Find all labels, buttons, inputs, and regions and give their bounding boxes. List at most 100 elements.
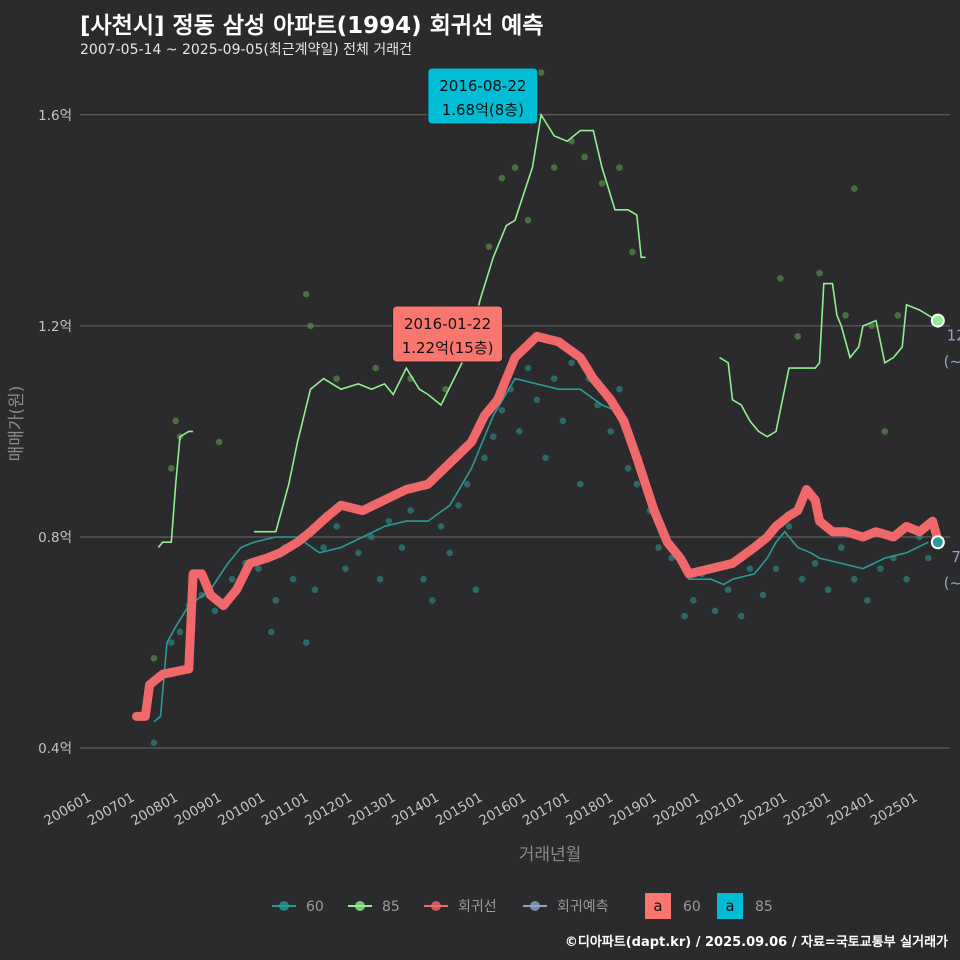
scatter-point-60	[524, 364, 532, 372]
scatter-point-60	[446, 549, 454, 557]
scatter-point-60	[150, 739, 158, 747]
scatter-point-60	[607, 428, 614, 435]
scatter-point-60	[302, 639, 310, 646]
scatter-point-85	[150, 655, 158, 662]
x-tick-label: 202401	[824, 790, 877, 830]
scatter-point-60	[811, 560, 819, 567]
scatter-point-85	[215, 438, 223, 446]
x-tick-label: 202001	[650, 790, 703, 830]
scatter-point-85	[629, 248, 636, 256]
series-line-85	[157, 430, 194, 549]
scatter-point-60	[724, 586, 732, 594]
scatter-point-60	[355, 549, 362, 557]
scatter-point-60	[429, 596, 436, 604]
legend-box-glyph: a	[725, 897, 734, 915]
scatter-point-85	[550, 164, 558, 171]
scatter-point-60	[681, 612, 688, 620]
callout-date: 2016-01-22	[404, 315, 491, 333]
end-marker-60	[930, 535, 945, 550]
scatter-point-85	[581, 153, 588, 161]
x-tick-label: 200901	[172, 790, 225, 830]
scatter-point-85	[537, 69, 545, 76]
scatter-point-60	[624, 465, 632, 472]
y-axis-title: 매매가(원)	[7, 386, 27, 462]
scatter-point-60	[690, 596, 697, 604]
legend-box-label: 85	[755, 899, 773, 915]
scatter-point-60	[498, 407, 506, 414]
legend-key-dot	[355, 901, 365, 911]
scatter-point-60	[798, 575, 806, 583]
legend-box-glyph: a	[653, 897, 662, 915]
scatter-point-60	[176, 628, 184, 636]
scatter-point-60	[255, 565, 262, 572]
scatter-point-60	[228, 575, 236, 583]
legend-key-dot	[530, 901, 540, 911]
scatter-point-85	[598, 180, 606, 187]
scatter-point-60	[385, 517, 393, 525]
x-tick-label: 202101	[694, 790, 747, 830]
scatter-point-60	[420, 575, 427, 583]
scatter-point-85	[881, 428, 889, 435]
scatter-point-85	[168, 465, 175, 472]
scatter-point-60	[272, 596, 280, 604]
x-tick-label: 201501	[433, 790, 486, 830]
scatter-point-60	[211, 607, 219, 615]
scatter-point-85	[172, 417, 179, 425]
scatter-point-85	[851, 185, 858, 192]
x-tick-label: 200801	[128, 790, 181, 830]
legend-key-dot	[279, 901, 289, 911]
scatter-point-85	[511, 164, 519, 171]
scatter-point-60	[711, 607, 719, 615]
scatter-point-85	[794, 333, 802, 340]
scatter-point-85	[868, 322, 875, 330]
scatter-point-60	[864, 596, 871, 604]
scatter-point-85	[302, 290, 310, 298]
scatter-point-60	[785, 523, 793, 530]
legend-label: 회귀예측	[557, 899, 609, 915]
scatter-point-85	[777, 275, 784, 282]
scatter-point-85	[816, 269, 823, 277]
scatter-point-85	[372, 364, 380, 372]
callout-value: 1.68억(8층)	[442, 101, 524, 119]
scatter-point-60	[924, 554, 932, 562]
end-marker-85	[930, 313, 945, 328]
legend-box	[645, 893, 671, 919]
annotations: 12,100 (~85㎡) 7,850 (~60㎡) 2016-08-22 1.68억(8…	[392, 67, 960, 592]
scatter-point-60	[398, 544, 406, 551]
y-tick-label: 1.6억	[38, 108, 72, 124]
legend-label: 60	[306, 899, 324, 915]
scatter-point-60	[437, 523, 445, 530]
legend-label: 회귀선	[458, 899, 497, 915]
scatter-point-60	[289, 575, 297, 583]
y-tick-label: 1.2억	[38, 319, 72, 335]
scatter-point-85	[616, 164, 623, 171]
scatter-point-60	[368, 533, 375, 541]
scatter-point-85	[333, 375, 340, 382]
scatter-point-60	[568, 359, 575, 367]
x-tick-label: 201801	[563, 790, 616, 830]
scatter-point-60	[472, 586, 480, 594]
callout-box-60	[392, 305, 504, 363]
legend-key-dot	[431, 901, 441, 911]
scatter-point-60	[533, 396, 541, 404]
x-tick-label: 201101	[259, 790, 312, 830]
scatter-point-60	[576, 480, 584, 488]
x-tick-label: 200701	[85, 790, 138, 830]
scatter-point-60	[407, 507, 414, 514]
scatter-point-60	[333, 523, 340, 530]
scatter-point-60	[851, 575, 858, 583]
scatter-point-60	[463, 480, 471, 488]
legend-label: 85	[382, 899, 400, 915]
scatter-point-85	[307, 322, 314, 330]
scatter-point-60	[746, 565, 754, 572]
callout-box-85	[427, 67, 539, 125]
scatter-point-60	[877, 565, 884, 572]
x-tick-label: 201001	[215, 790, 268, 830]
scatter-point-60	[489, 433, 497, 440]
scatter-point-60	[737, 612, 745, 620]
legend-box-label: 60	[683, 899, 701, 915]
scatter-point-85	[498, 174, 506, 182]
scatter-point-60	[516, 428, 523, 435]
scatter-point-85	[842, 312, 849, 319]
